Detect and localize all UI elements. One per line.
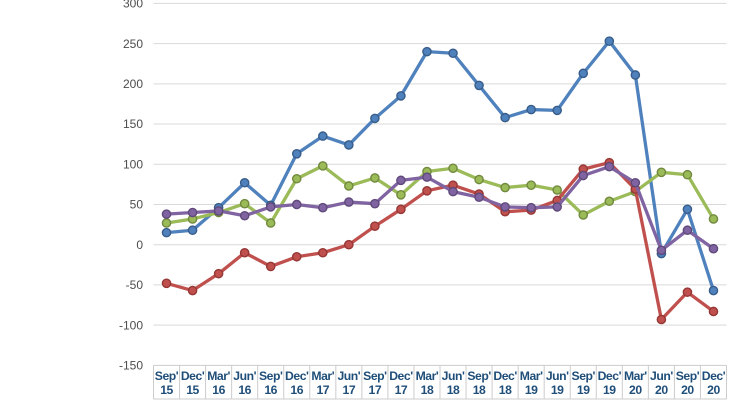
svg-text:Dec': Dec' bbox=[181, 369, 205, 383]
svg-text:200: 200 bbox=[123, 77, 143, 91]
svg-text:Dec': Dec' bbox=[598, 369, 622, 383]
svg-text:17: 17 bbox=[343, 383, 356, 397]
svg-text:18: 18 bbox=[447, 383, 460, 397]
svg-text:Sep': Sep' bbox=[572, 369, 596, 383]
svg-text:16: 16 bbox=[238, 383, 251, 397]
svg-text:Sep': Sep' bbox=[467, 369, 491, 383]
svg-text:19: 19 bbox=[577, 383, 590, 397]
svg-text:100: 100 bbox=[123, 157, 143, 171]
svg-text:250: 250 bbox=[123, 37, 143, 51]
svg-text:20: 20 bbox=[655, 383, 668, 397]
svg-text:19: 19 bbox=[603, 383, 616, 397]
svg-text:17: 17 bbox=[369, 383, 382, 397]
svg-text:Sep': Sep' bbox=[363, 369, 387, 383]
svg-text:Jun': Jun' bbox=[337, 369, 360, 383]
svg-text:Dec': Dec' bbox=[389, 369, 413, 383]
svg-text:150: 150 bbox=[123, 117, 143, 131]
svg-text:15: 15 bbox=[186, 383, 199, 397]
svg-text:50: 50 bbox=[130, 198, 144, 212]
svg-text:Mar': Mar' bbox=[207, 369, 230, 383]
svg-text:17: 17 bbox=[395, 383, 408, 397]
svg-text:300: 300 bbox=[123, 0, 143, 11]
svg-text:Dec': Dec' bbox=[702, 369, 726, 383]
svg-text:15: 15 bbox=[160, 383, 173, 397]
svg-text:16: 16 bbox=[290, 383, 303, 397]
svg-text:Sep': Sep' bbox=[155, 369, 179, 383]
svg-text:19: 19 bbox=[551, 383, 564, 397]
svg-text:Jun': Jun' bbox=[546, 369, 569, 383]
svg-text:Jun': Jun' bbox=[650, 369, 673, 383]
svg-text:-50: -50 bbox=[126, 278, 144, 292]
svg-text:-150: -150 bbox=[119, 359, 143, 373]
svg-text:18: 18 bbox=[499, 383, 512, 397]
svg-text:18: 18 bbox=[473, 383, 486, 397]
svg-text:Dec': Dec' bbox=[493, 369, 517, 383]
svg-text:19: 19 bbox=[525, 383, 538, 397]
svg-text:17: 17 bbox=[316, 383, 329, 397]
svg-text:16: 16 bbox=[264, 383, 277, 397]
svg-text:16: 16 bbox=[212, 383, 225, 397]
svg-text:Mar': Mar' bbox=[520, 369, 543, 383]
svg-text:20: 20 bbox=[629, 383, 642, 397]
svg-text:Jun': Jun' bbox=[233, 369, 256, 383]
svg-text:20: 20 bbox=[707, 383, 720, 397]
svg-text:Mar': Mar' bbox=[311, 369, 334, 383]
svg-text:Sep': Sep' bbox=[676, 369, 700, 383]
svg-text:18: 18 bbox=[421, 383, 434, 397]
svg-text:Jun': Jun' bbox=[442, 369, 465, 383]
svg-text:20: 20 bbox=[681, 383, 694, 397]
svg-text:Sep': Sep' bbox=[259, 369, 283, 383]
svg-text:Mar': Mar' bbox=[416, 369, 439, 383]
svg-text:0: 0 bbox=[136, 238, 143, 252]
svg-text:Dec': Dec' bbox=[285, 369, 309, 383]
svg-text:-100: -100 bbox=[119, 318, 143, 332]
svg-text:Mar': Mar' bbox=[624, 369, 647, 383]
